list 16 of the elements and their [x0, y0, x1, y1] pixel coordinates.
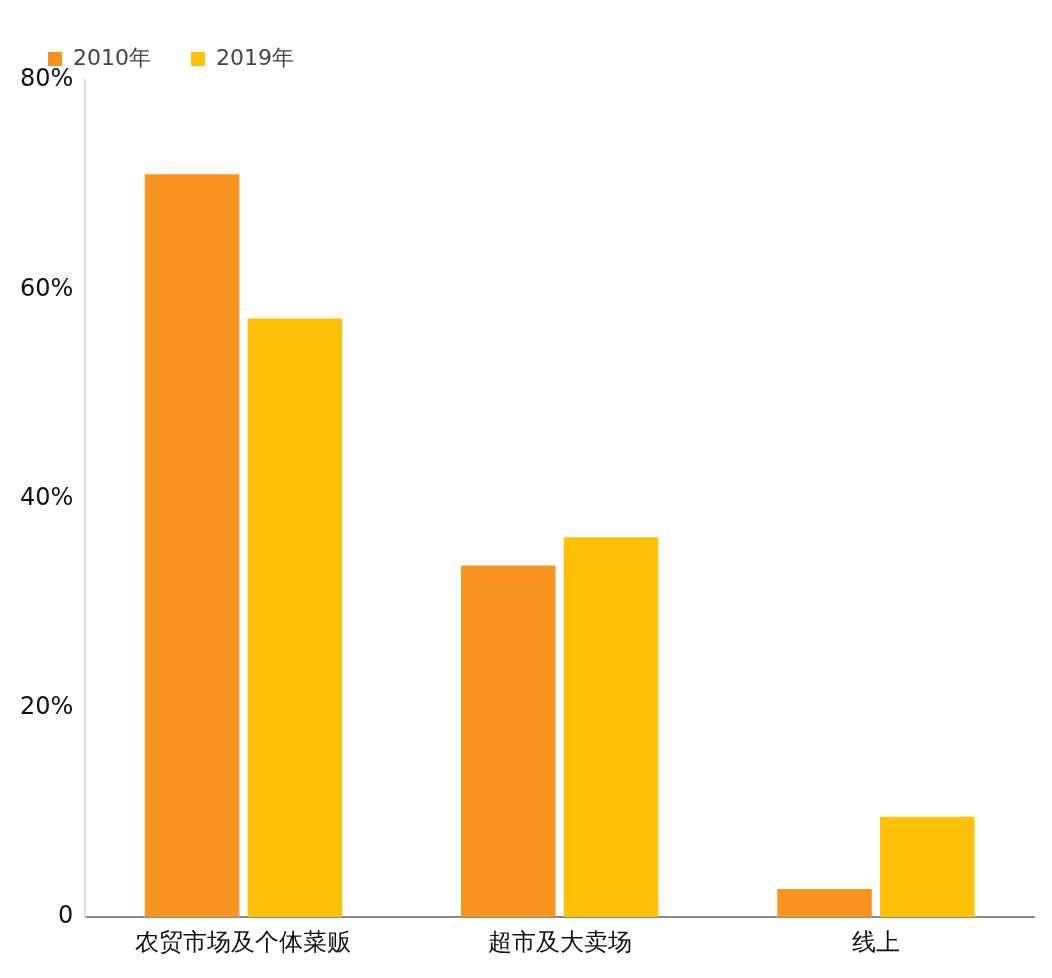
y-tick-label: 20% — [20, 692, 74, 721]
y-tick-label: 0 — [58, 901, 74, 930]
bar — [144, 174, 240, 918]
legend-label: 2010年 — [73, 44, 151, 70]
x-tick-label: 农贸市场及个体菜贩 — [135, 927, 352, 956]
bar — [777, 888, 872, 918]
y-tick-label: 60% — [20, 273, 74, 302]
bar — [461, 565, 556, 918]
bar — [247, 318, 343, 918]
x-tick-label: 线上 — [851, 927, 900, 956]
legend-label: 2019年 — [215, 44, 294, 70]
bar — [563, 537, 659, 918]
x-tick-label: 超市及大卖场 — [487, 927, 632, 956]
bar — [880, 816, 975, 918]
y-tick-label: 40% — [20, 482, 74, 511]
y-tick-label: 80% — [20, 64, 74, 93]
